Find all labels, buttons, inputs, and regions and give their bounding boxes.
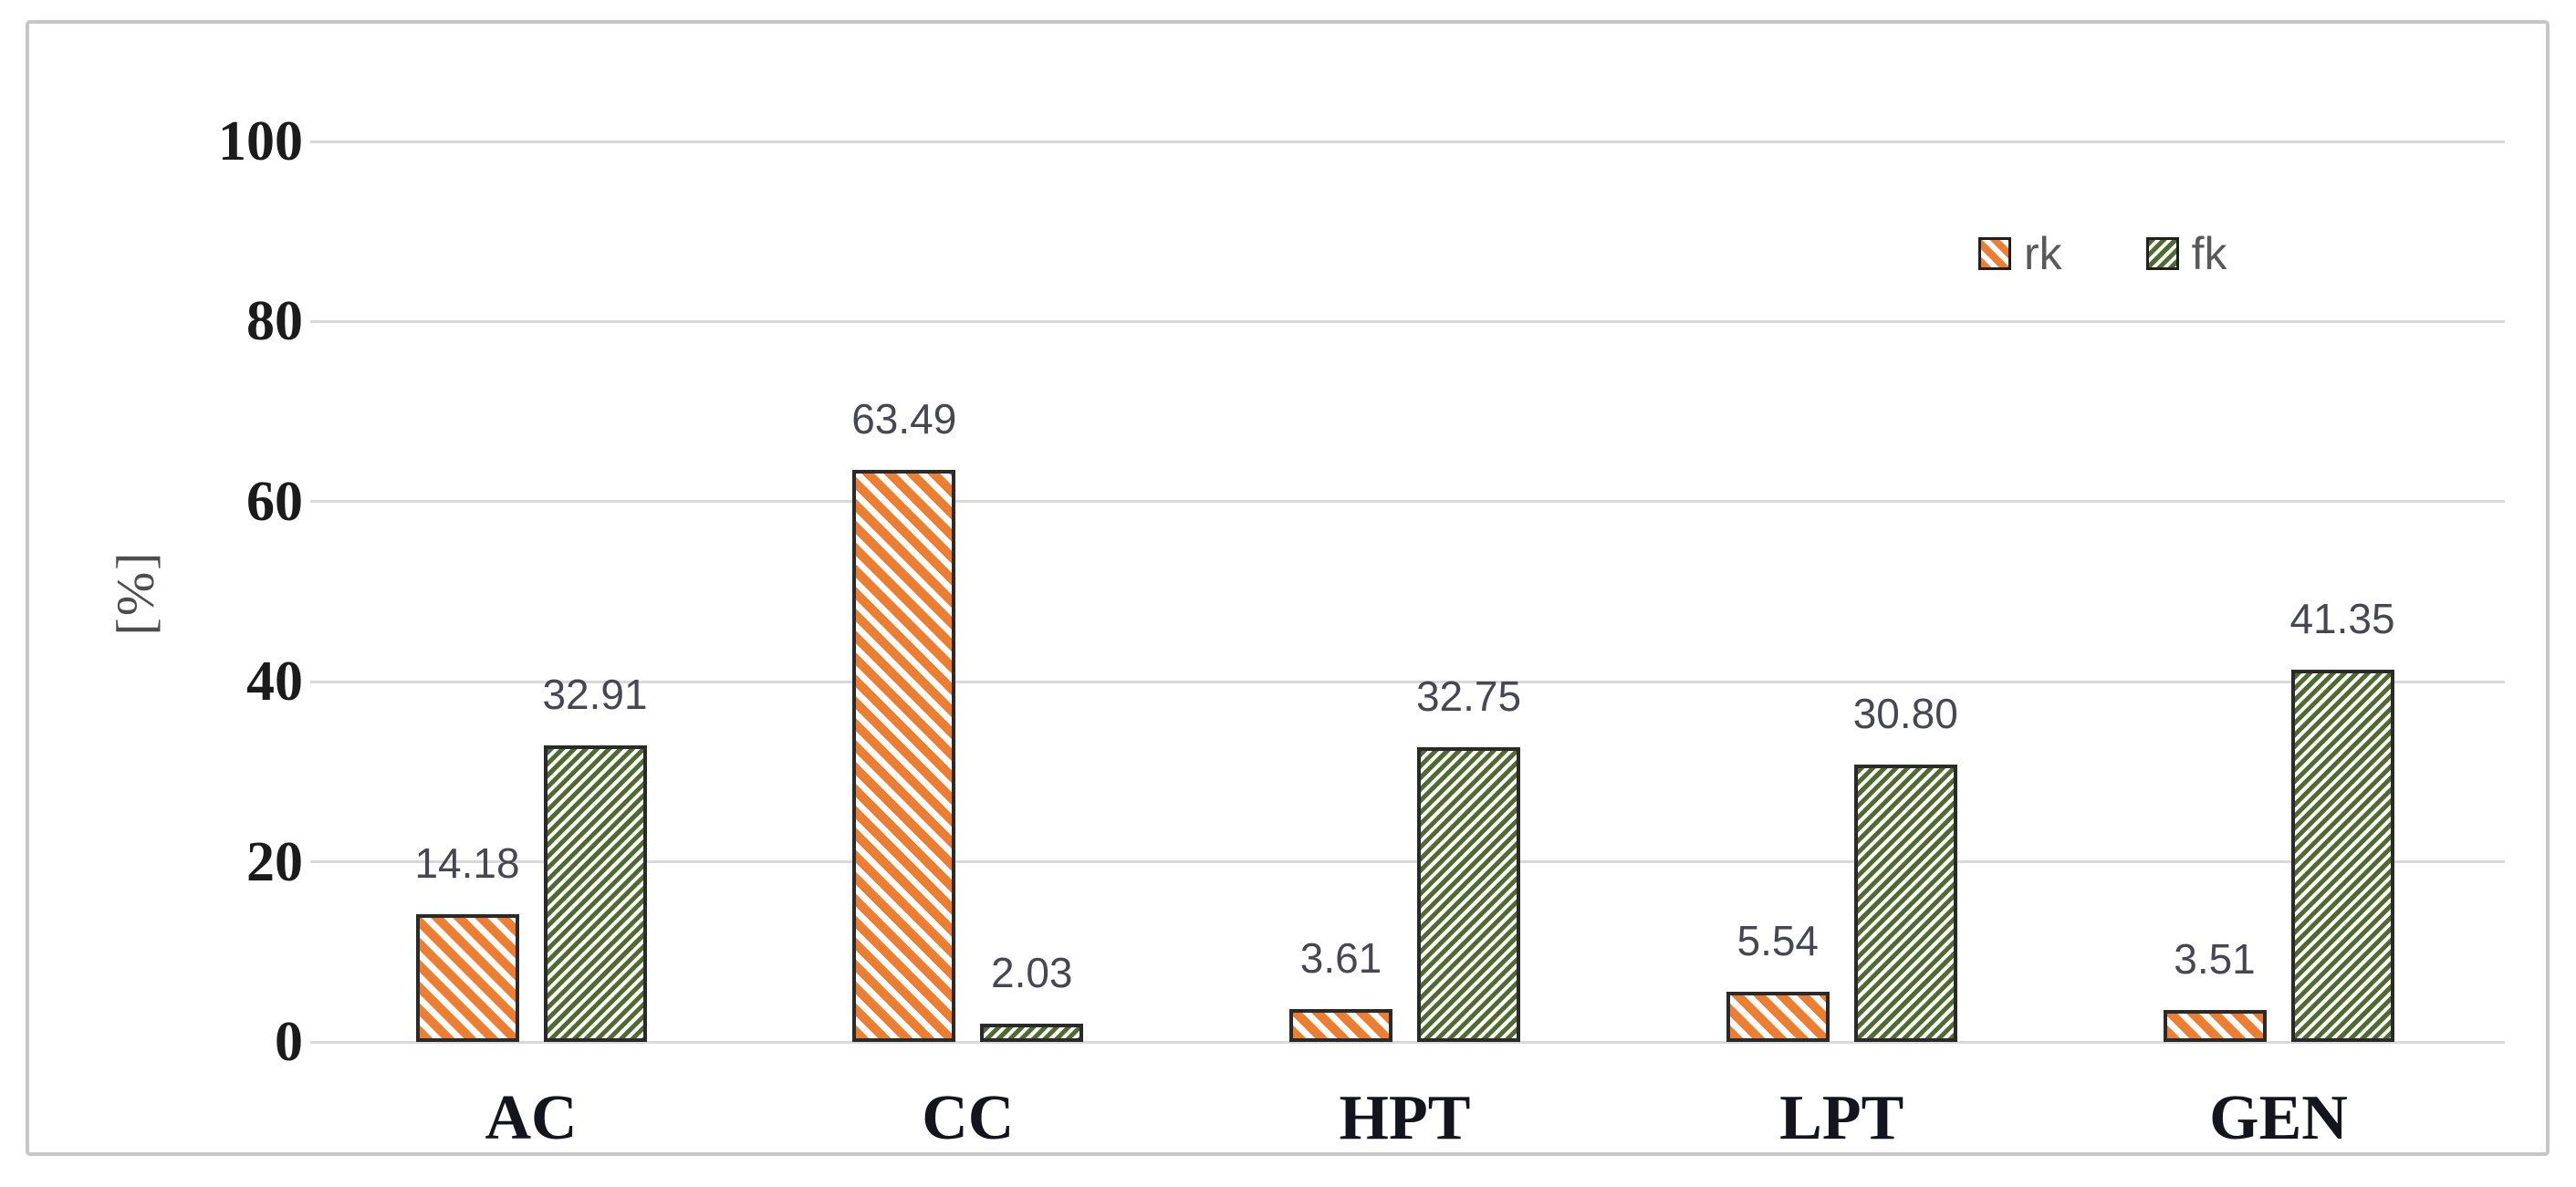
legend: rk fk (1978, 228, 2227, 279)
bar-rk-HPT (1289, 1009, 1392, 1042)
value-label-fk-CC: 2.03 (990, 948, 1073, 996)
legend-swatch-fk-icon (2145, 237, 2179, 270)
bar-rk-LPT (1726, 992, 1830, 1042)
y-tick-label-40: 40 (246, 651, 303, 713)
value-label-rk-GEN: 3.51 (2174, 935, 2256, 984)
y-tick-label-60: 60 (246, 470, 303, 533)
bar-fk-GEN (2290, 669, 2394, 1042)
category-label-GEN: GEN (2209, 1083, 2348, 1153)
y-tick-label-0: 0 (275, 1011, 303, 1073)
category-label-LPT: LPT (1779, 1083, 1904, 1153)
legend-label-rk: rk (2024, 228, 2062, 279)
legend-label-fk: fk (2191, 228, 2227, 279)
bar-rk-GEN (2163, 1010, 2267, 1042)
value-label-fk-GEN: 41.35 (2289, 594, 2395, 642)
gridline-60 (310, 500, 2505, 504)
y-axis-title: [%] (105, 550, 165, 636)
category-label-HPT: HPT (1339, 1083, 1471, 1153)
gridline-40 (310, 680, 2505, 683)
gridline-0 (310, 1040, 2505, 1044)
gridline-20 (310, 860, 2505, 864)
value-label-fk-AC: 32.91 (542, 671, 648, 719)
y-tick-label-100: 100 (218, 110, 303, 172)
gridline-80 (310, 319, 2505, 323)
bar-fk-LPT (1853, 765, 1957, 1042)
y-tick-label-80: 80 (246, 290, 303, 353)
bar-rk-CC (852, 470, 956, 1042)
category-label-AC: AC (485, 1083, 578, 1153)
bar-fk-AC (543, 745, 647, 1042)
value-label-rk-HPT: 3.61 (1299, 934, 1382, 983)
figure-border (26, 20, 2550, 1156)
value-label-fk-HPT: 32.75 (1415, 672, 1522, 720)
y-tick-label-20: 20 (246, 830, 303, 893)
bar-rk-AC (415, 914, 519, 1042)
category-label-CC: CC (922, 1083, 1015, 1153)
legend-entry-rk: rk (1978, 227, 2062, 280)
value-label-fk-LPT: 30.80 (1852, 690, 1958, 737)
legend-swatch-rk-icon (1978, 237, 2011, 270)
value-label-rk-LPT: 5.54 (1736, 917, 1820, 965)
value-label-rk-CC: 63.49 (851, 395, 957, 443)
bar-fk-CC (980, 1023, 1084, 1042)
value-label-rk-AC: 14.18 (414, 839, 520, 888)
bar-fk-HPT (1417, 746, 1520, 1042)
gridline-100 (310, 140, 2505, 143)
legend-entry-fk: fk (2145, 227, 2227, 280)
